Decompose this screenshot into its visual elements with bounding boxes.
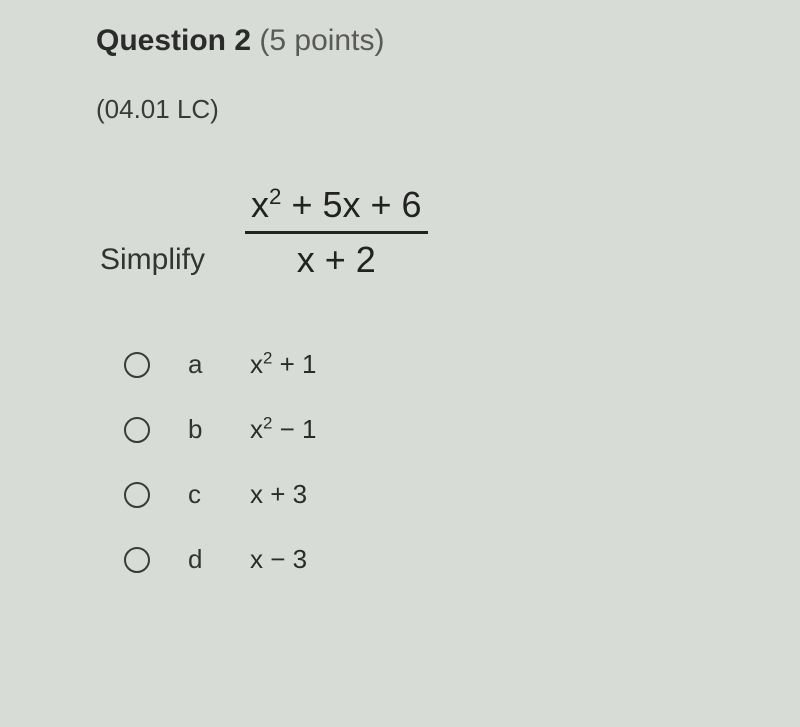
option-a[interactable]: a x2 + 1 bbox=[124, 349, 800, 380]
option-letter: b bbox=[188, 414, 212, 445]
expression-fraction: x2 + 5x + 6 x + 2 bbox=[245, 185, 428, 279]
option-c[interactable]: c x + 3 bbox=[124, 479, 800, 510]
radio-icon[interactable] bbox=[124, 352, 150, 378]
fraction-numerator: x2 + 5x + 6 bbox=[245, 185, 428, 231]
fraction-denominator: x + 2 bbox=[297, 234, 376, 280]
option-b[interactable]: b x2 − 1 bbox=[124, 414, 800, 445]
option-answer: x + 3 bbox=[250, 479, 307, 510]
option-letter: c bbox=[188, 479, 212, 510]
option-answer: x − 3 bbox=[250, 544, 307, 575]
radio-icon[interactable] bbox=[124, 547, 150, 573]
options-list: a x2 + 1 b x2 − 1 c x + 3 d x − 3 bbox=[124, 349, 800, 575]
radio-icon[interactable] bbox=[124, 417, 150, 443]
option-d[interactable]: d x − 3 bbox=[124, 544, 800, 575]
simplify-row: Simplify x2 + 5x + 6 x + 2 bbox=[100, 185, 800, 279]
question-page: Question 2 (5 points) (04.01 LC) Simplif… bbox=[0, 0, 800, 575]
option-answer: x2 − 1 bbox=[250, 414, 317, 445]
simplify-label: Simplify bbox=[100, 243, 205, 279]
question-title: Question 2 (5 points) bbox=[96, 24, 800, 58]
option-answer: x2 + 1 bbox=[250, 349, 317, 380]
question-code: (04.01 LC) bbox=[96, 94, 800, 125]
question-points: (5 points) bbox=[259, 24, 384, 57]
radio-icon[interactable] bbox=[124, 482, 150, 508]
option-letter: d bbox=[188, 544, 212, 575]
option-letter: a bbox=[188, 349, 212, 380]
question-number: Question 2 bbox=[96, 24, 251, 57]
